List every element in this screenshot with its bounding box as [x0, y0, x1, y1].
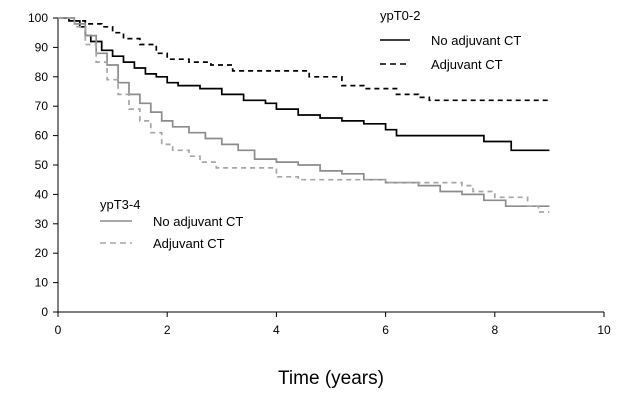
x-tick-label: 0	[55, 323, 62, 337]
y-tick-label: 80	[35, 70, 49, 84]
y-tick-label: 30	[35, 217, 49, 231]
legend-label-ypt0-2-adjuvant: Adjuvant CT	[431, 57, 503, 72]
series-layer	[58, 17, 550, 213]
series-line-ypt0-2-no-adjuvant-ct	[58, 17, 550, 152]
y-tick-label: 60	[35, 129, 49, 143]
series-line-ypt0-2-adjuvant-ct	[58, 17, 550, 102]
x-axis-label: Time (years)	[278, 368, 384, 389]
y-ticks: 0 10 20 30 40 50 60 70 80 90 100	[28, 11, 58, 319]
y-tick-label: 100	[28, 11, 48, 25]
x-tick-label: 8	[491, 323, 498, 337]
x-tick-label: 4	[273, 323, 280, 337]
y-tick-label: 40	[35, 187, 49, 201]
y-tick-label: 90	[35, 40, 49, 54]
x-tick-label: 2	[164, 323, 171, 337]
series-line-ypt3-4-no-adjuvant-ct	[58, 17, 550, 208]
legend-label-ypt3-4-no-adjuvant: No adjuvant CT	[153, 214, 243, 229]
x-tick-label: 10	[597, 323, 611, 337]
legend-ypt3-4: ypT3-4 No adjuvant CT Adjuvant CT	[100, 197, 243, 251]
x-tick-label: 6	[382, 323, 389, 337]
y-tick-label: 10	[35, 276, 49, 290]
legend-title-ypt3-4: ypT3-4	[100, 197, 140, 212]
legend-ypt0-2: ypT0-2 No adjuvant CT Adjuvant CT	[380, 8, 521, 72]
y-tick-label: 50	[35, 158, 49, 172]
legend-label-ypt3-4-adjuvant: Adjuvant CT	[153, 236, 225, 251]
axes	[57, 18, 604, 313]
y-tick-label: 20	[35, 246, 49, 260]
legend-label-ypt0-2-no-adjuvant: No adjuvant CT	[431, 33, 521, 48]
y-tick-label: 70	[35, 99, 49, 113]
x-ticks: 0 2 4 6 8 10	[55, 312, 611, 337]
series-line-ypt3-4-adjuvant-ct	[58, 17, 550, 213]
y-tick-label: 0	[41, 305, 48, 319]
legend-title-ypt0-2: ypT0-2	[380, 8, 420, 23]
